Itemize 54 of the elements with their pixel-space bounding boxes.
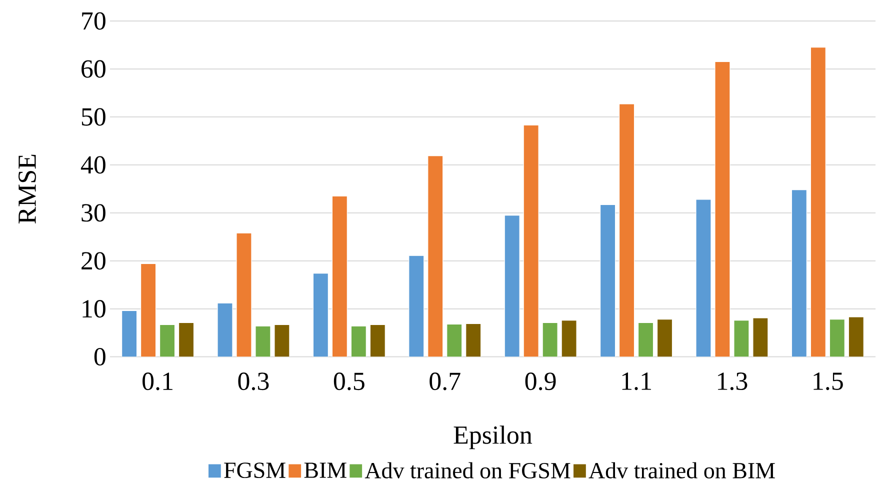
y-tick-label: 30 — [82, 204, 106, 222]
bar — [848, 316, 864, 357]
bar — [274, 324, 290, 357]
bar — [714, 62, 730, 357]
bar — [696, 199, 712, 357]
bar — [332, 196, 348, 357]
bar — [217, 302, 233, 357]
bar — [370, 324, 386, 357]
y-tick-label: 10 — [82, 300, 106, 318]
legend-label: BIM — [304, 462, 346, 478]
bar — [561, 320, 577, 357]
x-axis-title: Epsilon — [454, 426, 532, 450]
x-tick-label: 0.9 — [525, 372, 556, 390]
bar — [446, 324, 462, 357]
bar — [122, 310, 138, 357]
bar — [618, 104, 635, 357]
legend-label: Adv trained on FGSM — [364, 462, 570, 479]
y-tick-label: 70 — [82, 12, 106, 30]
x-tick-label: 0.1 — [142, 372, 172, 390]
bar — [350, 326, 366, 357]
bar — [734, 320, 750, 357]
bar — [600, 204, 616, 357]
bar — [178, 322, 194, 357]
x-tick-label: 1.3 — [718, 372, 748, 390]
bar — [255, 326, 270, 357]
y-tick-label: 20 — [82, 252, 106, 270]
x-tick-label: 0.3 — [238, 372, 269, 390]
legend-label: Adv trained on BIM — [588, 462, 775, 479]
bar — [656, 319, 673, 357]
bar — [752, 318, 768, 357]
bar — [236, 232, 252, 357]
bar — [312, 273, 328, 357]
y-axis-title: RMSE — [18, 154, 36, 224]
bar — [542, 322, 558, 357]
bar — [466, 324, 482, 357]
x-tick-label: 1.5 — [814, 372, 843, 390]
y-tick-label: 60 — [82, 60, 106, 78]
legend-label: FGSM — [224, 462, 286, 478]
bar — [140, 264, 156, 357]
bar — [791, 190, 807, 357]
bar — [638, 322, 654, 357]
bar — [504, 215, 520, 357]
x-tick-label: 0.5 — [334, 372, 364, 390]
x-tick-label: 1.1 — [622, 372, 651, 390]
bar — [408, 255, 424, 357]
y-tick-label: 40 — [80, 156, 106, 174]
bar — [810, 47, 826, 357]
y-tick-label: 0 — [94, 348, 106, 366]
bar — [829, 319, 845, 357]
bar — [428, 156, 444, 357]
y-tick-label: 50 — [82, 108, 106, 126]
x-tick-label: 0.7 — [430, 372, 460, 390]
bar — [523, 124, 539, 357]
bar — [159, 324, 176, 357]
